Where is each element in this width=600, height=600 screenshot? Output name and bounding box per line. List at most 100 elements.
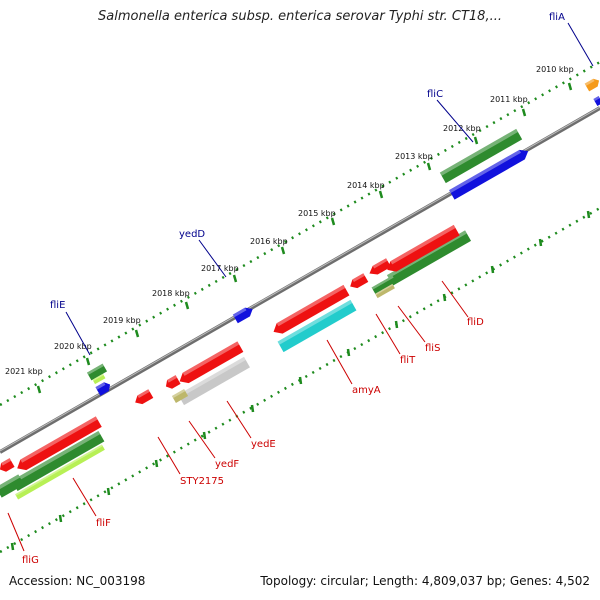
gene-yedE[interactable] (177, 341, 244, 386)
gene-fliE-light-body (92, 373, 106, 385)
gene-fliF-edge[interactable] (0, 458, 15, 474)
gene-fliA[interactable] (584, 77, 600, 92)
gene-yedF[interactable] (178, 356, 250, 406)
gene-label-yedD[interactable]: yedD (179, 229, 205, 240)
gene-fliG[interactable] (0, 474, 25, 498)
gene-fliA-shine (584, 78, 595, 86)
gene-fliS-light-shine (375, 283, 394, 296)
gene-yedF-body (178, 356, 250, 406)
gene-yedD-body (232, 307, 253, 324)
tick-track-upper (0, 60, 600, 407)
major-tick (442, 293, 447, 302)
gene-amyA-red-shine (276, 284, 346, 327)
gene-fliF-body (11, 430, 105, 492)
gene-yedE-body (179, 341, 244, 384)
gene-fliF-red-shine (20, 416, 98, 463)
gene-fliS-light[interactable] (375, 283, 395, 299)
kbp-label: 2010 kbp (536, 65, 574, 74)
gene-fliA-body (584, 78, 600, 92)
genome-title: Salmonella enterica subsp. enterica sero… (98, 9, 502, 24)
gene-fliT-body (369, 258, 392, 275)
gene-fliT-shine (372, 258, 388, 269)
gene-label-fliF[interactable]: fliF (96, 518, 111, 529)
gene-fliD-red[interactable] (384, 224, 460, 275)
leader-line (7, 512, 25, 552)
gene-fliE-lower-body (95, 382, 111, 396)
gene-fliA-lower[interactable] (593, 96, 600, 106)
leader-line (198, 239, 227, 278)
gene-fliS-shine (371, 275, 394, 290)
gene-fliD-red-body (387, 224, 460, 272)
gene-fliE-shine (86, 363, 104, 375)
gene-fliG-body (0, 474, 25, 498)
gene-yedF-khaki[interactable] (171, 389, 189, 403)
major-tick (250, 404, 255, 413)
gene-fliD-body (386, 230, 472, 286)
gene-fliE-light-shine (92, 373, 104, 382)
gene-fliT[interactable] (367, 258, 392, 278)
gene-STY2175-a-body (165, 375, 181, 389)
leader-line (567, 22, 594, 67)
accession-label: Accession: NC_003198 (9, 574, 146, 588)
kbp-label: 2013 kbp (395, 152, 433, 161)
gene-fliS[interactable] (371, 275, 397, 295)
gene-label-fliT[interactable]: fliT (400, 355, 416, 366)
gene-fliT-b-body (350, 273, 369, 289)
gene-label-yedE[interactable]: yedE (251, 439, 276, 450)
gene-STY2175-a-shine (167, 375, 178, 383)
gene-label-fliS[interactable]: fliS (425, 343, 440, 354)
gene-fliD-red-shine (390, 224, 456, 265)
gene-fliE-lower[interactable] (95, 380, 112, 396)
major-tick (521, 108, 527, 117)
gene-yedF-shine (178, 356, 246, 398)
gene-fliF-red[interactable] (14, 416, 102, 473)
gene-amyA-red[interactable] (271, 284, 350, 337)
gene-fliC-lower-shine (449, 149, 522, 193)
gene-fliC-lower-body (449, 149, 529, 200)
gene-amyA[interactable] (277, 299, 357, 353)
gene-label-fliD[interactable]: fliD (467, 317, 484, 328)
kbp-label: 2014 kbp (347, 181, 385, 190)
major-tick (58, 514, 63, 523)
gene-label-fliC[interactable]: fliC (427, 89, 443, 100)
major-tick (202, 431, 207, 440)
major-tick (85, 357, 91, 366)
kbp-label: 2016 kbp (250, 237, 288, 246)
gene-STY2175[interactable] (133, 389, 154, 407)
leader-line (226, 400, 252, 439)
gene-label-STY2175[interactable]: STY2175 (180, 476, 224, 487)
major-tick (426, 162, 432, 171)
gene-amyA-red-body (273, 284, 350, 334)
gene-fliE-lower-shine (95, 382, 106, 390)
gene-fliE[interactable] (86, 363, 108, 381)
gene-fliC[interactable] (439, 128, 523, 184)
gene-fliF[interactable] (11, 430, 105, 492)
gene-fliC-lower[interactable] (449, 146, 531, 200)
gene-fliS-light-body (375, 283, 395, 299)
gene-yedD-shine (232, 307, 247, 318)
gene-label-fliE[interactable]: fliE (50, 300, 65, 311)
leader-line (65, 311, 91, 356)
gene-fliF-light[interactable] (15, 444, 105, 500)
gene-STY2175-shine (137, 389, 150, 399)
gene-amyA-shine (277, 299, 353, 345)
gene-fliE-light[interactable] (92, 373, 106, 385)
major-tick (232, 274, 238, 283)
major-tick (490, 265, 495, 274)
major-tick (154, 459, 159, 468)
gene-STY2175-body (135, 389, 154, 405)
gene-label-yedF[interactable]: yedF (215, 459, 239, 470)
gene-fliF-light-shine (15, 444, 103, 496)
major-tick (538, 238, 543, 247)
major-tick (346, 348, 351, 357)
gene-yedD[interactable] (232, 305, 255, 324)
gene-label-fliG[interactable]: fliG (22, 555, 39, 566)
leader-line (436, 99, 474, 143)
gene-label-amyA[interactable]: amyA (352, 385, 381, 396)
gene-STY2175-a[interactable] (163, 375, 181, 391)
gene-label-fliA[interactable]: fliA (549, 12, 565, 23)
gene-fliT-b[interactable] (348, 273, 369, 291)
major-tick (394, 320, 399, 329)
gene-fliG-shine (0, 474, 21, 491)
